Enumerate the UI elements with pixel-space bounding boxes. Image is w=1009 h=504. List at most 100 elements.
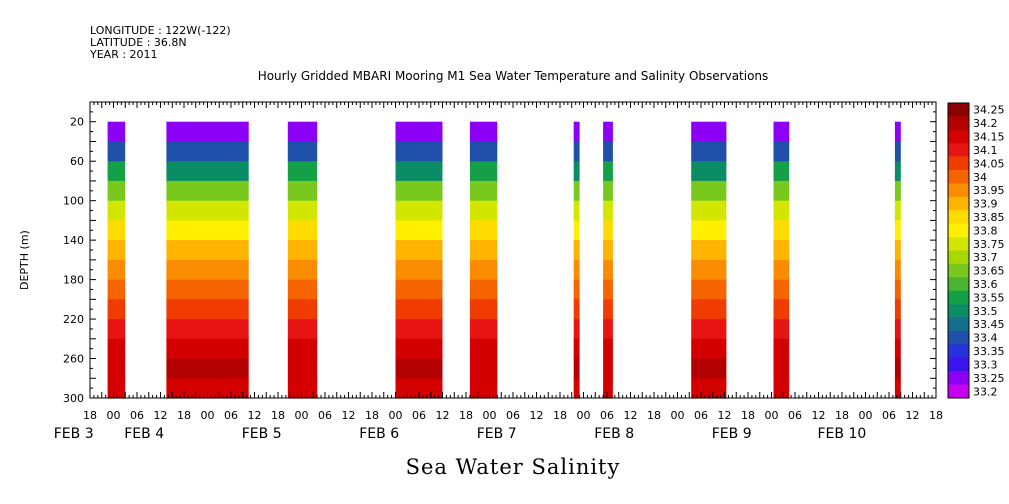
colorbar-label: 33.4 — [973, 332, 998, 345]
x-tick-label: 18 — [271, 409, 285, 422]
salinity-band — [894, 338, 901, 360]
colorbar-swatch — [948, 304, 969, 318]
y-tick-label: 180 — [63, 274, 84, 287]
salinity-band — [469, 319, 498, 340]
chart-title: Hourly Gridded MBARI Mooring M1 Sea Wate… — [257, 69, 769, 83]
colorbar-swatch — [948, 263, 969, 278]
x-tick-label: 12 — [906, 409, 920, 422]
salinity-band — [469, 141, 498, 162]
salinity-band — [395, 319, 443, 340]
salinity-band — [107, 259, 126, 281]
salinity-band — [287, 299, 318, 320]
x-tick-label: 06 — [224, 409, 238, 422]
colorbar-swatch — [948, 103, 969, 117]
x-tick-label: 06 — [600, 409, 614, 422]
salinity-band — [469, 121, 498, 142]
salinity-band — [469, 220, 498, 241]
colorbar-swatch — [948, 317, 969, 332]
x-day-label: FEB 4 — [124, 426, 164, 442]
x-tick-label: 18 — [553, 409, 567, 422]
colorbar-swatch — [948, 331, 969, 345]
salinity-band — [395, 259, 443, 281]
salinity-band — [573, 240, 580, 261]
salinity-band — [894, 319, 901, 340]
x-day-label: FEB 5 — [242, 426, 282, 442]
salinity-band — [573, 200, 580, 221]
colorbar-swatch — [948, 277, 969, 291]
salinity-band — [107, 378, 126, 399]
salinity-band — [894, 279, 901, 300]
data-block — [773, 121, 790, 399]
salinity-band — [773, 358, 790, 379]
salinity-band — [573, 121, 580, 142]
salinity-band — [395, 338, 443, 360]
salinity-band — [773, 240, 790, 261]
salinity-band — [773, 319, 790, 340]
salinity-band — [773, 378, 790, 399]
x-tick-label: 12 — [718, 409, 732, 422]
colorbar-swatch — [948, 223, 969, 238]
x-tick-label: 18 — [177, 409, 191, 422]
salinity-band — [107, 279, 126, 300]
salinity-band — [603, 358, 613, 379]
salinity-band — [287, 161, 318, 182]
salinity-band — [166, 240, 249, 261]
salinity-band — [894, 220, 901, 241]
salinity-band — [573, 279, 580, 300]
data-block — [691, 121, 727, 399]
salinity-band — [894, 161, 901, 182]
x-tick-label: 12 — [530, 409, 544, 422]
y-tick-label: 140 — [63, 234, 84, 247]
salinity-band — [603, 338, 613, 360]
salinity-band — [107, 338, 126, 360]
x-tick-label: 06 — [882, 409, 896, 422]
colorbar-label: 34 — [973, 171, 987, 184]
salinity-band — [469, 299, 498, 320]
salinity-band — [287, 240, 318, 261]
y-tick-label: 100 — [63, 195, 84, 208]
colorbar-label: 33.6 — [973, 278, 998, 291]
salinity-band — [603, 200, 613, 221]
x-tick-label: 00 — [295, 409, 309, 422]
salinity-band — [287, 180, 318, 202]
salinity-band — [894, 180, 901, 202]
salinity-band — [894, 121, 901, 142]
x-tick-label: 18 — [835, 409, 849, 422]
colorbar-label: 34.2 — [973, 117, 998, 130]
salinity-band — [166, 141, 249, 162]
salinity-band — [107, 141, 126, 162]
salinity-band — [773, 220, 790, 241]
salinity-band — [894, 259, 901, 281]
salinity-band — [395, 141, 443, 162]
x-axis-caption: Sea Water Salinity — [405, 455, 621, 479]
salinity-band — [287, 200, 318, 221]
salinity-band — [166, 121, 249, 142]
colorbar-swatch — [948, 183, 969, 198]
salinity-band — [603, 141, 613, 162]
salinity-band — [287, 338, 318, 360]
salinity-band — [166, 200, 249, 221]
salinity-band — [107, 240, 126, 261]
salinity-band — [573, 220, 580, 241]
salinity-band — [691, 338, 727, 360]
colorbar-swatch — [948, 344, 969, 359]
x-day-label: FEB 3 — [54, 426, 94, 442]
salinity-band — [691, 259, 727, 281]
salinity-band — [691, 220, 727, 241]
y-tick-label: 60 — [70, 155, 84, 168]
plot-area — [107, 121, 901, 399]
salinity-band — [894, 378, 901, 399]
salinity-band — [691, 141, 727, 162]
salinity-band — [773, 279, 790, 300]
x-tick-label: 18 — [647, 409, 661, 422]
data-block — [603, 121, 613, 399]
colorbar-label: 33.35 — [973, 345, 1005, 358]
x-day-label: FEB 6 — [359, 426, 399, 442]
salinity-band — [469, 240, 498, 261]
salinity-band — [603, 378, 613, 399]
salinity-band — [469, 378, 498, 399]
salinity-band — [573, 358, 580, 379]
data-block — [107, 121, 126, 399]
colorbar-label: 34.25 — [973, 104, 1005, 117]
